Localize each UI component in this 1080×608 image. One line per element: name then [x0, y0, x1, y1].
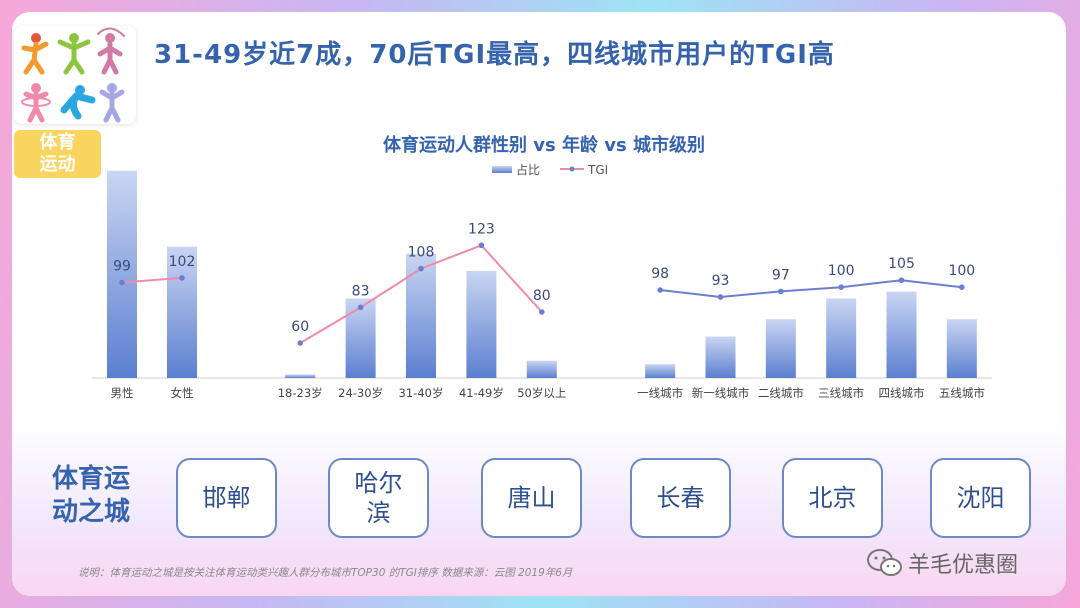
- city-bar-1: [645, 364, 676, 378]
- legend-swatch-share: [492, 166, 512, 173]
- city-card-6: 沈阳: [930, 458, 1031, 538]
- city-tick-label-5: 四线城市: [879, 386, 925, 400]
- age-bar-1: [285, 374, 316, 378]
- watermark-text: 羊毛优惠圈: [908, 553, 1019, 578]
- city-name: 唐山: [507, 484, 556, 512]
- category-badge-text: 体育 运动: [39, 132, 76, 175]
- cities-label: 体育运动之城: [52, 464, 131, 527]
- city-name: 沈阳: [956, 484, 1005, 512]
- age-tgi-point-1: [297, 340, 304, 346]
- watermark: 羊毛优惠圈: [866, 547, 1018, 579]
- legend-label-share: 占比: [516, 162, 540, 177]
- city-tgi-point-4: [838, 284, 844, 291]
- city-tgi-label-4: 100: [828, 263, 855, 279]
- age-bar-5: [526, 360, 557, 378]
- age-tgi-label-4: 123: [468, 221, 495, 237]
- legend-label-tgi: TGI: [587, 163, 608, 177]
- city-tgi-label-6: 100: [948, 263, 975, 279]
- city-tgi-point-3: [778, 288, 784, 295]
- age-tgi-label-5: 80: [533, 288, 551, 304]
- legend-marker-tgi: [569, 166, 575, 172]
- gender-bar-1: [107, 170, 137, 378]
- gender-bar-2: [167, 246, 197, 378]
- city-tick-label-6: 五线城市: [939, 386, 985, 400]
- wechat-icon: [867, 549, 902, 576]
- city-tick-label-2: 新一线城市: [692, 386, 750, 400]
- category-badge: 体育 运动: [14, 130, 101, 178]
- age-tgi-point-5: [539, 309, 545, 315]
- city-bar-5: [886, 291, 917, 378]
- city-name: 北京: [808, 484, 857, 512]
- gender-tick-label-1: 男性: [111, 386, 134, 400]
- age-tgi-label-1: 60: [291, 319, 309, 335]
- city-name: 邯郸: [202, 484, 251, 512]
- city-tgi-label-3: 97: [772, 267, 790, 283]
- age-tick-label-5: 50岁以上: [517, 386, 566, 400]
- age-bar-4: [466, 270, 497, 378]
- age-tgi-label-3: 108: [408, 245, 435, 261]
- city-tgi-label-5: 105: [888, 256, 915, 272]
- age-bar-3: [406, 253, 436, 378]
- age-tick-label-1: 18-23岁: [278, 386, 323, 400]
- footnote: 说明：体育运动之城是按关注体育运动类兴趣人群分布城市TOP30 的TGI排序 数…: [78, 567, 573, 579]
- gender-tgi-point-2: [179, 275, 185, 281]
- gender-tgi-label-2: 102: [169, 254, 196, 270]
- page-title: 31-49岁近7成，70后TGI最高，四线城市用户的TGI高: [154, 40, 835, 70]
- city-card-2: 哈尔滨: [328, 458, 429, 538]
- sports-figures-icon: [14, 26, 136, 124]
- city-card-4: 长春: [630, 458, 731, 538]
- city-card-3: 唐山: [481, 458, 582, 538]
- age-tgi-point-4: [478, 242, 485, 249]
- age-tgi-label-2: 83: [352, 283, 370, 299]
- age-bar-2: [345, 298, 376, 378]
- city-tgi-label-2: 93: [712, 273, 730, 289]
- city-tgi-point-1: [657, 287, 663, 293]
- city-bar-2: [705, 336, 736, 378]
- age-tick-label-2: 24-30岁: [338, 386, 383, 400]
- city-name: 长春: [656, 484, 705, 512]
- city-tick-label-1: 一线城市: [637, 386, 683, 400]
- city-tgi-point-2: [717, 294, 724, 300]
- age-tgi-point-2: [357, 304, 364, 311]
- gender-tgi-label-1: 99: [113, 259, 131, 275]
- city-bar-3: [765, 319, 796, 378]
- city-tgi-line: [660, 279, 962, 298]
- city-card-1: 邯郸: [176, 458, 277, 538]
- city-bar-6: [946, 319, 977, 378]
- gender-tick-label-2: 女性: [171, 386, 194, 400]
- city-tick-label-3: 二线城市: [758, 386, 804, 400]
- city-tick-label-4: 三线城市: [818, 386, 864, 400]
- city-tgi-point-5: [898, 277, 905, 284]
- gender-tgi-line: [121, 276, 183, 284]
- city-tgi-point-6: [959, 284, 965, 291]
- age-tick-label-4: 41-49岁: [459, 386, 504, 400]
- age-tgi-point-3: [418, 265, 424, 272]
- city-tgi-label-1: 98: [651, 266, 669, 282]
- city-name: 哈尔滨: [354, 469, 403, 527]
- city-card-5: 北京: [782, 458, 883, 538]
- gender-tgi-point-1: [119, 279, 125, 286]
- chart-title: 体育运动人群性别 vs 年龄 vs 城市级别: [383, 134, 705, 156]
- city-bar-4: [826, 298, 857, 378]
- age-tick-label-3: 31-40岁: [399, 386, 444, 400]
